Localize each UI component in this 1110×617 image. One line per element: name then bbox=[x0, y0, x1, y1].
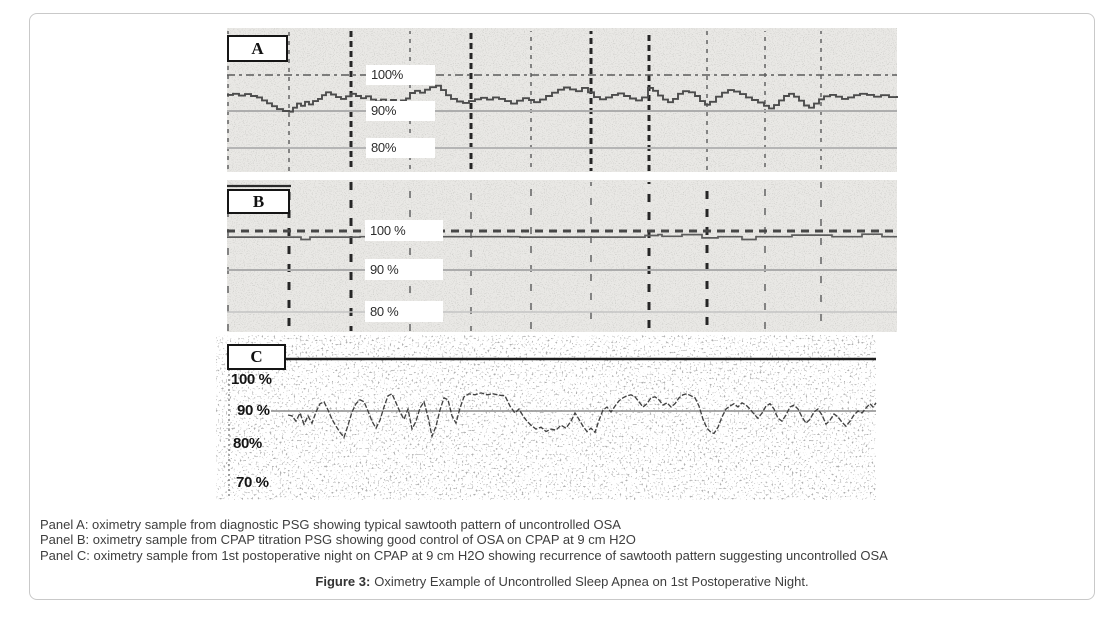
panel-a-background bbox=[227, 28, 897, 172]
caption-line-panel-b: Panel B: oximetry sample from CPAP titra… bbox=[40, 532, 636, 548]
panel-c-tick-90: 90 % bbox=[237, 402, 270, 419]
panel-a-tick-90: 90% bbox=[366, 101, 435, 121]
panel-b-tick-80: 80 % bbox=[365, 301, 443, 322]
panel-c-tick-80: 80% bbox=[233, 435, 262, 452]
panel-b-tick-90: 90 % bbox=[365, 259, 443, 280]
figure-number-caption: Figure 3: Oximetry Example of Uncontrolle… bbox=[29, 574, 1095, 589]
panel-c-background bbox=[216, 335, 876, 500]
panel-a-label: A bbox=[251, 38, 264, 58]
panel-b-label: B bbox=[252, 191, 265, 211]
panel-a-tick-100: 100% bbox=[366, 65, 435, 85]
figure-title: Oximetry Example of Uncontrolled Sleep A… bbox=[374, 574, 809, 589]
figure-caption-block: Panel A: oximetry sample from diagnostic… bbox=[40, 517, 888, 563]
caption-line-panel-a: Panel A: oximetry sample from diagnostic… bbox=[40, 517, 621, 532]
caption-line-panel-c: Panel C: oximetry sample from 1st postop… bbox=[40, 547, 888, 563]
panel-c-label: C bbox=[250, 347, 263, 366]
panel-c-tick-70: 70 % bbox=[236, 474, 269, 491]
panel-a-label-box: A bbox=[227, 35, 288, 62]
figure-number-label: Figure 3: bbox=[315, 574, 371, 589]
panel-c-tick-100: 100 % bbox=[231, 371, 272, 388]
panel-c-label-box: C bbox=[227, 344, 286, 370]
panel-a-tick-80: 80% bbox=[366, 138, 435, 158]
panel-b-label-box: B bbox=[227, 189, 290, 214]
panel-b-tick-100: 100 % bbox=[365, 220, 443, 241]
panel-b-background bbox=[227, 180, 897, 332]
